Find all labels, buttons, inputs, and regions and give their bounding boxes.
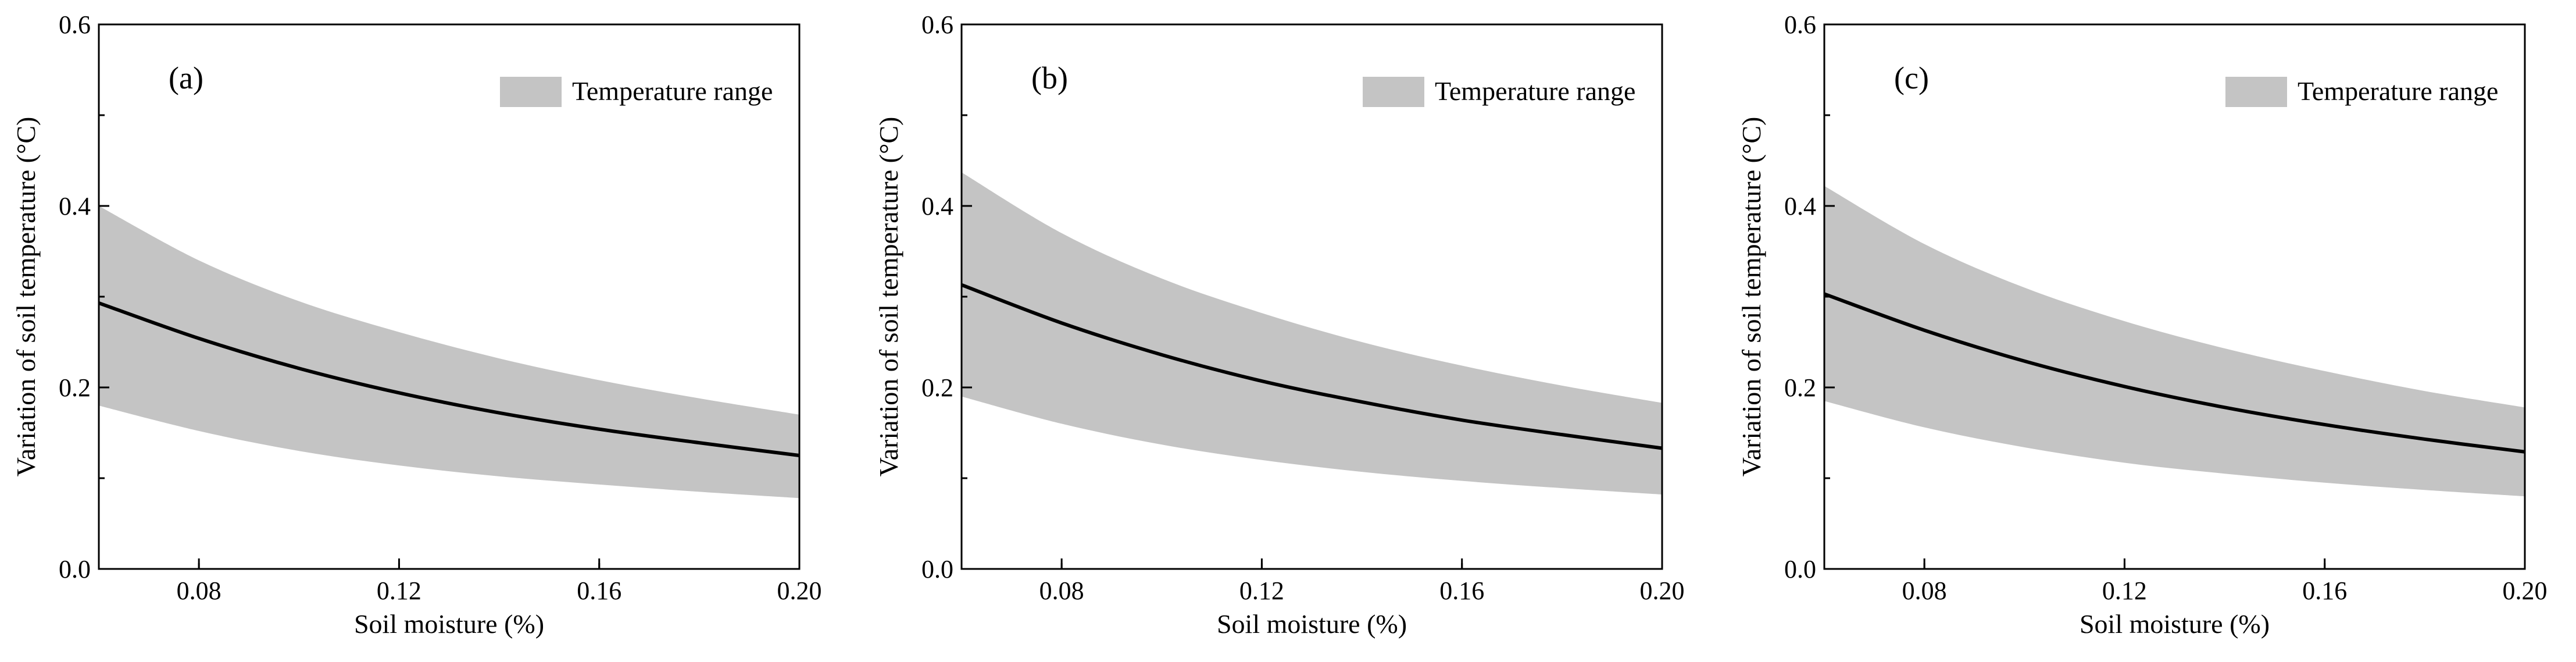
- chart-panel-3: 0.08 0.12 0.16 0.20 0.0 0.2 0.4 0.6 Soil moistur…: [1737, 10, 2548, 639]
- y-tick-label: 0.6: [1784, 10, 1816, 39]
- temperature-range-band: [99, 206, 799, 499]
- x-tick-label: 0.08: [1039, 576, 1084, 605]
- x-axis-label: Soil moisture (%): [2080, 609, 2270, 639]
- temperature-range-band: [1824, 186, 2525, 497]
- y-tick-label: 0.6: [921, 10, 953, 39]
- x-tick-label: 0.20: [1640, 576, 1685, 605]
- legend-swatch: [500, 77, 562, 107]
- y-axis-label: Variation of soil temperature (°C): [874, 117, 903, 477]
- y-tick-label: 0.4: [1784, 192, 1816, 220]
- y-tick-label: 0.0: [921, 555, 953, 583]
- x-tick-label: 0.08: [177, 576, 221, 605]
- legend-swatch: [1363, 77, 1424, 107]
- x-tick-label: 0.08: [1902, 576, 1947, 605]
- panel-label: (b): [1031, 60, 1068, 95]
- legend-label: Temperature range: [2298, 76, 2498, 106]
- temperature-range-band: [962, 172, 1662, 495]
- x-tick-label: 0.12: [2102, 576, 2147, 605]
- x-axis-label: Soil moisture (%): [1217, 609, 1407, 639]
- chart-panel-1: 0.08 0.12 0.16 0.20 0.0 0.2 0.4 0.6 Soil moistur…: [11, 10, 822, 639]
- y-tick-label: 0.2: [59, 373, 91, 402]
- legend-label: Temperature range: [1435, 76, 1635, 106]
- y-tick-label: 0.4: [59, 192, 91, 220]
- x-tick-label: 0.20: [777, 576, 822, 605]
- x-tick-label: 0.12: [377, 576, 421, 605]
- panel-label: (a): [169, 60, 203, 95]
- x-tick-label: 0.16: [577, 576, 621, 605]
- legend-swatch: [2225, 77, 2287, 107]
- y-axis-label: Variation of soil temperature (°C): [1737, 117, 1766, 477]
- mean-curve: [1823, 292, 2525, 454]
- y-axis-label: Variation of soil temperature (°C): [11, 117, 41, 477]
- y-tick-label: 0.0: [59, 555, 91, 583]
- y-tick-label: 0.0: [1784, 555, 1816, 583]
- panel-label: (c): [1894, 60, 1929, 95]
- x-tick-label: 0.16: [1439, 576, 1484, 605]
- mean-curve: [98, 301, 800, 457]
- x-tick-label: 0.20: [2503, 576, 2548, 605]
- y-tick-label: 0.6: [59, 10, 91, 39]
- x-tick-label: 0.12: [1239, 576, 1284, 605]
- chart-panel-2: 0.08 0.12 0.16 0.20 0.0 0.2 0.4 0.6 Soil moistur…: [874, 10, 1685, 639]
- x-tick-label: 0.16: [2302, 576, 2347, 605]
- y-tick-label: 0.4: [921, 192, 953, 220]
- x-axis-label: Soil moisture (%): [354, 609, 544, 639]
- y-tick-label: 0.2: [1784, 373, 1816, 402]
- mean-curve: [960, 283, 1663, 450]
- y-tick-label: 0.2: [921, 373, 953, 402]
- legend-label: Temperature range: [572, 76, 773, 106]
